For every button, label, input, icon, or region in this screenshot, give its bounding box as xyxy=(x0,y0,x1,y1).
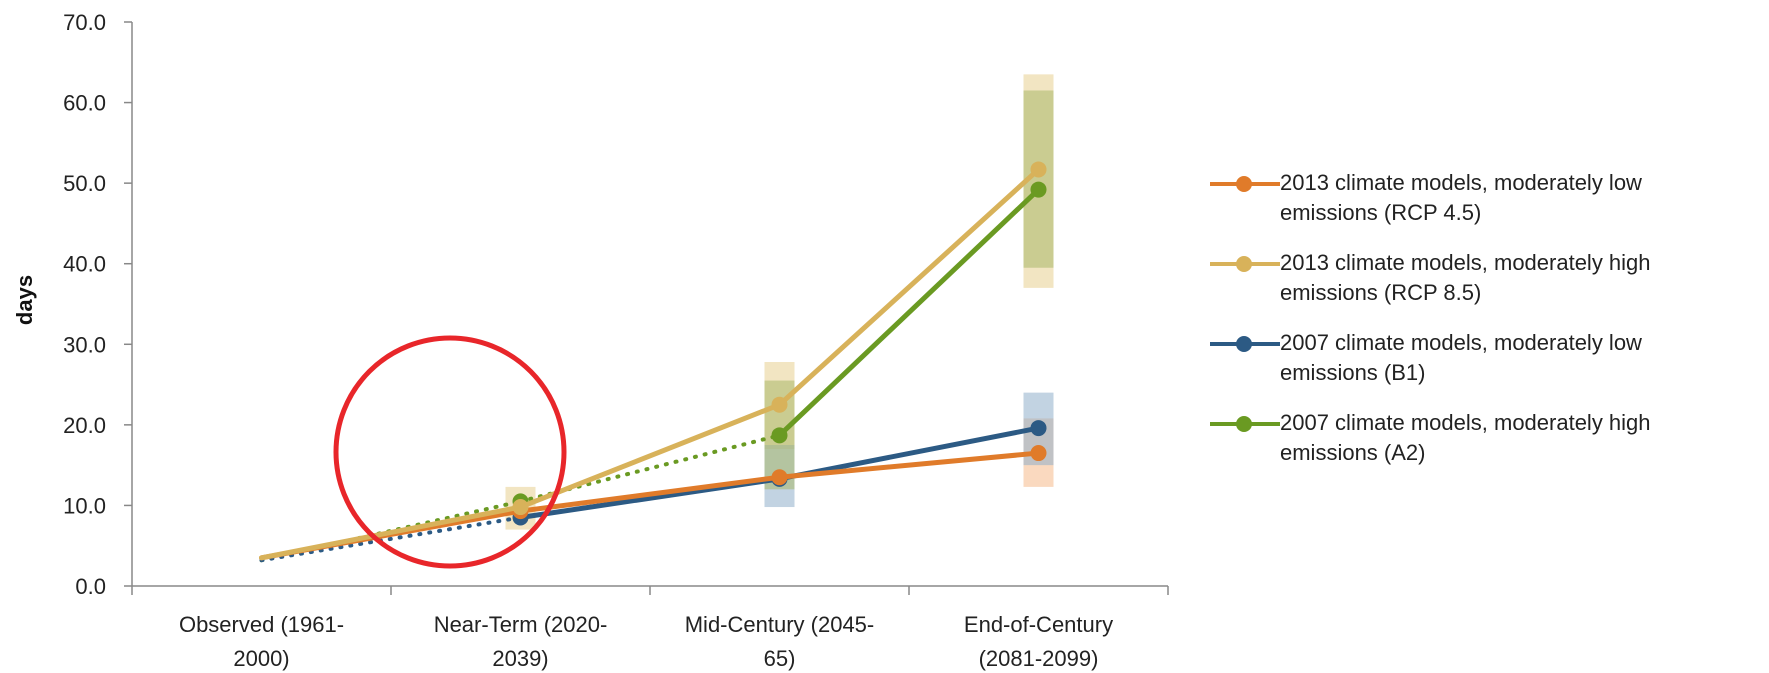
y-tick-label: 50.0 xyxy=(63,171,106,196)
legend-swatch xyxy=(1210,330,1280,356)
legend-item: 2007 climate models, moderately low emiss… xyxy=(1210,328,1760,388)
data-point xyxy=(771,396,788,413)
data-point xyxy=(1030,161,1047,178)
y-tick-label: 60.0 xyxy=(63,91,106,116)
y-tick-label: 20.0 xyxy=(63,413,106,438)
data-point xyxy=(1030,420,1047,437)
series-line-segment xyxy=(259,504,523,561)
series-line-segment xyxy=(518,402,782,510)
x-tick-label: Near-Term (2020-2039) xyxy=(434,612,608,671)
series-line-segment xyxy=(259,515,523,563)
legend-swatch xyxy=(1210,250,1280,276)
legend-item: 2013 climate models, moderately low emiss… xyxy=(1210,168,1760,228)
data-point xyxy=(771,469,788,486)
legend-label: 2007 climate models, moderately low emiss… xyxy=(1280,330,1642,385)
legend-item: 2007 climate models, moderately high emis… xyxy=(1210,408,1760,468)
legend-swatch-marker xyxy=(1236,416,1252,432)
legend-swatch xyxy=(1210,410,1280,436)
x-tick-label: Mid-Century (2045-65) xyxy=(685,612,875,671)
y-tick-label: 0.0 xyxy=(75,574,106,599)
y-tick-label: 10.0 xyxy=(63,493,106,518)
legend: 2013 climate models, moderately low emiss… xyxy=(1210,168,1760,488)
y-axis-label: days xyxy=(12,275,37,325)
data-point xyxy=(1030,181,1047,198)
legend-swatch-marker xyxy=(1236,256,1252,272)
legend-label: 2013 climate models, moderately high emis… xyxy=(1280,250,1651,305)
legend-swatch-marker xyxy=(1236,176,1252,192)
legend-swatch xyxy=(1210,170,1280,196)
axes: 0.0 10.0 20.0 30.0 40.0 50.0 60.0 70.0 Observed … xyxy=(63,10,1169,671)
series-line-segment xyxy=(777,425,1041,482)
legend-label: 2013 climate models, moderately low emiss… xyxy=(1280,170,1642,225)
series-lines xyxy=(259,161,1047,563)
data-point xyxy=(512,499,529,516)
y-tick-label: 40.0 xyxy=(63,252,106,277)
legend-item: 2013 climate models, moderately high emis… xyxy=(1210,248,1760,308)
y-tick-label: 30.0 xyxy=(63,332,106,357)
series-line-segment xyxy=(777,166,1041,408)
series-line-segment xyxy=(518,474,782,514)
y-tick-label: 70.0 xyxy=(63,10,106,35)
legend-swatch-marker xyxy=(1236,336,1252,352)
series-line-segment xyxy=(777,450,1041,480)
x-tick-label: End-of-Century (2081-2099) xyxy=(964,612,1113,671)
annotation-layer xyxy=(333,335,567,569)
legend-label: 2007 climate models, moderately high emis… xyxy=(1280,410,1651,465)
data-point xyxy=(1030,445,1047,462)
data-point xyxy=(771,427,788,444)
series-line-segment xyxy=(777,187,1041,438)
highlight-circle xyxy=(333,335,567,569)
x-tick-label: Observed (1961-2000) xyxy=(179,612,344,671)
series-line-segment xyxy=(518,433,782,504)
